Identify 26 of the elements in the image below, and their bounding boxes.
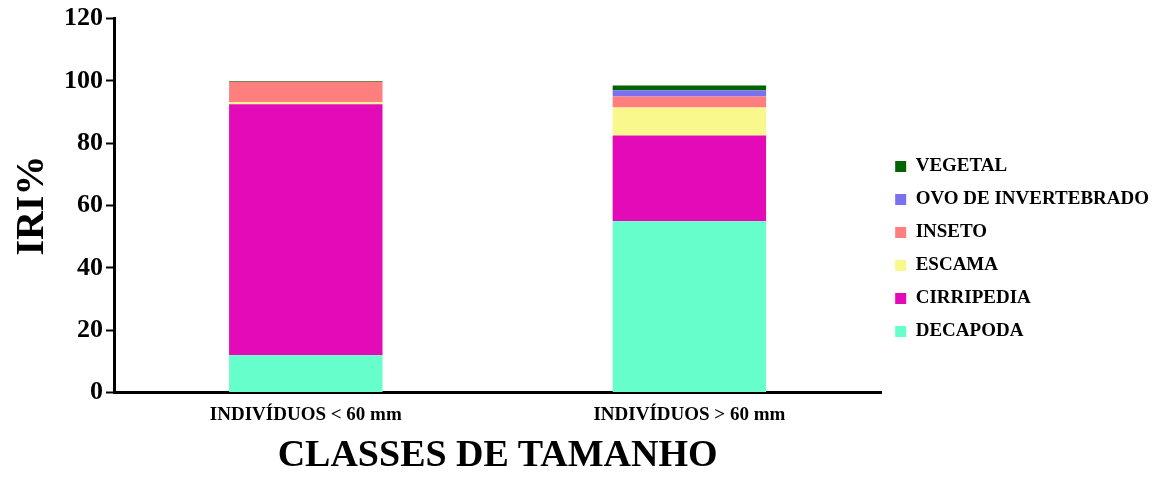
y-tick-label: 0 (90, 376, 103, 406)
bar (229, 104, 383, 356)
legend-label: DECAPODA (915, 319, 1024, 341)
bar (229, 102, 383, 105)
y-tick-label: 80 (77, 126, 103, 156)
y-tick-label: 40 (77, 251, 103, 281)
bar (612, 221, 767, 393)
x-tick-label: INDIVÍDUOS < 60 mm (209, 402, 402, 424)
bar (612, 135, 767, 222)
bar (612, 96, 767, 108)
y-tick-label: 100 (64, 64, 103, 94)
bar (229, 355, 383, 393)
y-tick-label: 20 (77, 313, 103, 343)
legend-label: INSETO (915, 220, 988, 242)
bar (612, 107, 767, 136)
y-tick-label: 120 (64, 2, 103, 32)
legend-label: ESCAMA (915, 253, 999, 275)
legend-label: VEGETAL (915, 154, 1008, 176)
bar (612, 90, 767, 97)
x-axis-title: CLASSES DE TAMANHO (277, 432, 718, 475)
legend-label: OVO DE INVERTEBRADO (915, 187, 1150, 209)
legend-label: CIRRIPEDIA (915, 286, 1032, 308)
y-axis-title: IRI% (7, 155, 53, 256)
y-tick-label: 60 (77, 189, 103, 219)
x-tick-label: INDIVÍDUOS > 60 mm (593, 402, 786, 424)
bar (229, 81, 383, 103)
